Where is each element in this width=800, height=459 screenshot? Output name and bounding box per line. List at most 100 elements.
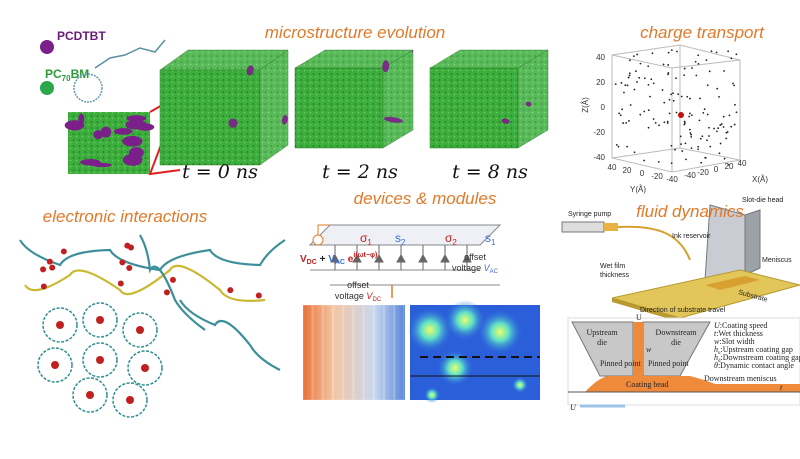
devices-title: devices & modules [354, 189, 497, 208]
direction-label: Direction of substrate travel [640, 307, 726, 314]
charge-dot [683, 120, 686, 123]
sigma-label: s2 [395, 231, 406, 247]
charge-dot [702, 111, 705, 114]
charge-dot [709, 145, 712, 148]
sigma-sub: 1 [367, 238, 372, 247]
fullerene [82, 302, 118, 338]
charge-dot [688, 115, 691, 118]
legend-text: :Downstream coating gap [721, 353, 800, 362]
purple-domain [122, 135, 143, 147]
rect [604, 223, 618, 231]
charge-dot [700, 161, 703, 164]
heat-column [363, 304, 374, 401]
diode [374, 253, 384, 263]
heat-column [343, 304, 354, 401]
o: DC [372, 297, 381, 303]
heat-column [384, 304, 395, 401]
charge-dot [624, 84, 627, 87]
meniscus2-label: Downstream meniscus [704, 374, 777, 383]
charge-dot [677, 93, 680, 96]
g [330, 245, 472, 270]
cube [294, 49, 414, 149]
fullerene-core [56, 321, 64, 329]
charge-dot [666, 120, 669, 123]
charge-dot [657, 161, 660, 163]
legend-sub: u [718, 351, 721, 356]
diode [462, 253, 472, 263]
legend-symbol: h [714, 345, 718, 354]
o: AC [490, 269, 499, 275]
f: + [317, 254, 328, 265]
polyline [317, 224, 330, 235]
charge-dot [650, 78, 653, 81]
charge-dot [690, 136, 693, 138]
charge-dot [726, 131, 729, 133]
charge-dot [697, 54, 700, 57]
path [617, 225, 691, 261]
charge-dot [623, 91, 625, 94]
charge-dot [658, 124, 660, 127]
x-tick-label: 40 [738, 159, 747, 168]
charge-dot [719, 142, 722, 145]
cube-face [517, 49, 549, 149]
charge-dot [689, 97, 691, 100]
charge-dot [723, 157, 726, 160]
charge-dot [683, 123, 686, 126]
charge-dot [735, 111, 738, 114]
charge-dot [647, 126, 650, 129]
heat-column [353, 304, 364, 401]
charge-dot [626, 84, 629, 87]
glow [424, 387, 440, 403]
charge-dot [690, 114, 693, 117]
sigma-sym: σ [445, 231, 453, 245]
charge-dot [706, 84, 709, 87]
electronic-title: electronic interactions [43, 207, 208, 226]
charge-dot [695, 74, 698, 77]
charge-dot [643, 110, 646, 113]
x-tick-label: -20 [697, 168, 709, 177]
legend-text: :Coating speed [720, 321, 768, 330]
z-axis-label: Z(Å) [581, 97, 590, 113]
charge-dot [716, 87, 719, 90]
atom [255, 292, 262, 299]
donor-dot [40, 40, 54, 54]
cube-face [429, 67, 519, 149]
charge-dot [697, 148, 699, 151]
fullerene-core [96, 316, 104, 324]
charge-dot [706, 139, 708, 142]
fullerene [112, 382, 148, 418]
charge-dot [718, 152, 721, 155]
rect [633, 322, 643, 376]
polygon [705, 276, 760, 290]
sigma-label: σ1 [360, 231, 372, 247]
charge-dot [725, 137, 728, 140]
fullerene [82, 342, 118, 378]
charge-dot [667, 64, 670, 66]
charge-dot [629, 104, 632, 106]
sigma-label: σ2 [445, 231, 457, 247]
z-tick-label: 20 [596, 78, 605, 87]
charge-dot [628, 74, 631, 77]
acceptor-base: PC [45, 67, 62, 81]
purple-domain [125, 120, 147, 130]
f: V [300, 254, 307, 265]
charge-dot [622, 122, 625, 124]
charge-dot [668, 98, 671, 101]
legend-text: :Wet thickness [716, 329, 763, 338]
source-formula: VDC + VAC ei(ωt−φ) [300, 252, 377, 266]
charge-dot [625, 122, 628, 124]
charge-dot [672, 92, 674, 95]
legend-text: :Dynamic contact angle [718, 361, 794, 370]
legend-symbol: h [714, 353, 718, 362]
o: voltage [335, 291, 367, 301]
legend-symbol: U [714, 321, 721, 330]
charge-dot [667, 73, 669, 76]
charge-dot [732, 82, 734, 85]
glow [408, 308, 452, 352]
y-tick-label: -20 [651, 172, 663, 181]
reservoir-label: Ink reservoir [672, 233, 711, 240]
charge-dot [722, 126, 725, 128]
fullerene-core [126, 396, 134, 404]
downstream-label: die [671, 338, 681, 347]
